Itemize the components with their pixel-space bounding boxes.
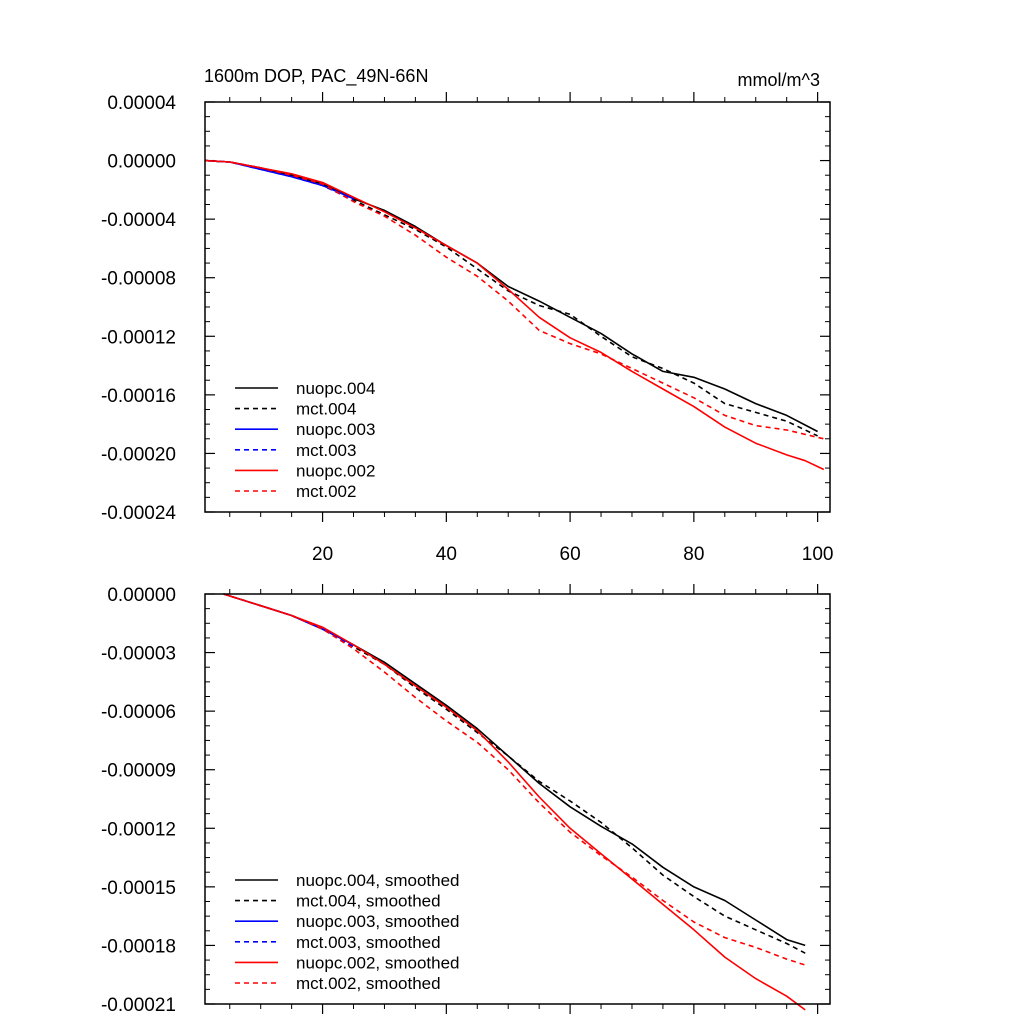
bottom-y-tick-labels: 0.00000 -0.00003 -0.00006 -0.00009 -0.00012 -… [101,585,176,1016]
y-tick-label: -0.00012 [101,327,176,348]
x-tick-label: 40 [436,544,457,565]
x-tick-label: 100 [802,544,834,565]
top-panel: 1600m DOP, PAC_49N-66N mmol/m^3 0.000040… [101,66,833,565]
series-line [223,593,806,1011]
y-tick-label: -0.00009 [101,761,176,782]
top-plot-frame [204,101,831,513]
legend-label: nuopc.003 [296,420,375,439]
legend-label: nuopc.002 [296,461,375,480]
series-line [223,593,354,648]
y-tick-label: 0.00000 [107,152,176,173]
y-tick-label: -0.00008 [101,269,176,290]
legend-label: nuopc.002, smoothed [296,953,460,972]
series-line [204,159,354,201]
legend-label: mct.002 [296,482,356,501]
series-line [204,159,354,200]
y-tick-label: 0.00000 [107,585,176,606]
x-tick-label: 80 [683,544,704,565]
y-tick-label: -0.00012 [101,819,176,840]
series-line [204,159,818,433]
legend-label: mct.004, smoothed [296,892,441,911]
series-line [204,159,825,471]
top-series [204,159,825,471]
y-tick-label: -0.00015 [101,878,176,899]
legend-label: mct.004 [296,400,356,419]
series-line [204,159,818,437]
top-ticks [205,92,830,522]
top-y-tick-labels: 0.00004 0.00000 -0.00004 -0.00008 -0.00012 -0… [101,93,176,524]
y-tick-label: -0.00020 [101,444,176,465]
legend-label: nuopc.004, smoothed [296,871,460,890]
y-tick-label: -0.00016 [101,386,176,407]
legend-label: nuopc.003, smoothed [296,912,460,931]
y-tick-label: -0.00018 [101,936,176,957]
legend-label: nuopc.004 [296,379,375,398]
chart-title: 1600m DOP, PAC_49N-66N [204,66,428,87]
y-tick-label: -0.00004 [101,210,176,231]
bottom-series [223,593,806,1011]
y-tick-label: -0.00024 [101,503,176,524]
legend-label: mct.003 [296,441,356,460]
legend-label: mct.002, smoothed [296,974,441,993]
top-x-tick-labels: 20 40 60 80 100 [312,544,833,565]
y-tick-label: -0.00003 [101,644,176,665]
y-tick-label: -0.00006 [101,702,176,723]
legend-label: mct.003, smoothed [296,933,441,952]
units-label: mmol/m^3 [738,70,820,90]
y-tick-label: 0.00004 [107,93,176,114]
x-tick-label: 60 [560,544,581,565]
series-line [223,593,806,966]
x-tick-label: 20 [312,544,333,565]
y-tick-label: -0.00021 [101,995,176,1016]
bottom-panel: 0.00000 -0.00003 -0.00006 -0.00009 -0.00012 -… [101,584,831,1016]
bottom-plot-frame [204,593,831,1005]
